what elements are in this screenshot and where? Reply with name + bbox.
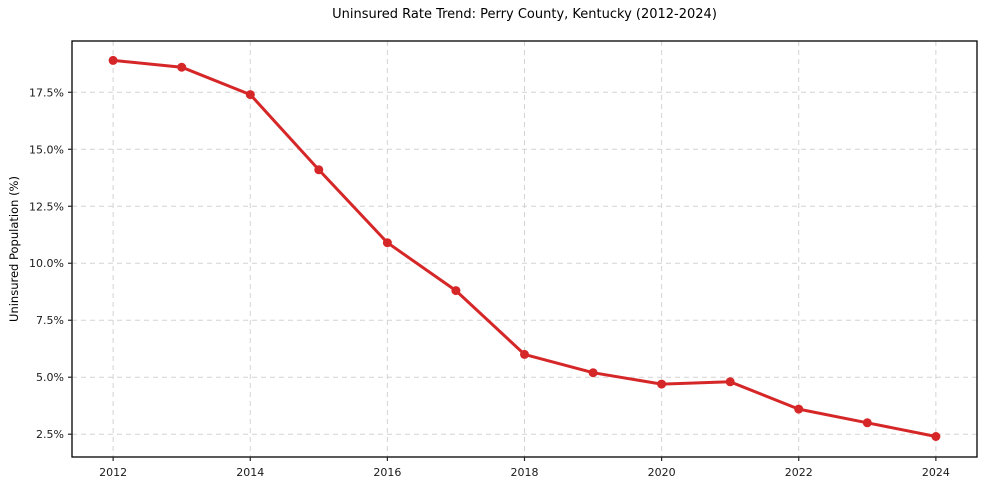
y-tick-label: 17.5% bbox=[29, 86, 64, 99]
chart-title: Uninsured Rate Trend: Perry County, Kent… bbox=[332, 7, 717, 22]
data-point bbox=[520, 349, 529, 359]
data-point bbox=[588, 368, 598, 378]
data-point bbox=[451, 286, 461, 296]
y-tick-label: 5.0% bbox=[36, 371, 64, 384]
y-tick-label: 15.0% bbox=[29, 143, 64, 156]
x-tick-label: 2014 bbox=[236, 466, 264, 479]
x-tick-label: 2012 bbox=[99, 466, 127, 479]
data-point bbox=[862, 418, 872, 428]
data-point bbox=[177, 62, 187, 72]
data-point bbox=[725, 377, 735, 387]
data-point bbox=[382, 238, 392, 248]
x-tick-label: 2024 bbox=[922, 466, 950, 479]
x-tick-label: 2022 bbox=[785, 466, 813, 479]
y-tick-label: 12.5% bbox=[29, 200, 64, 213]
data-point bbox=[314, 165, 324, 175]
data-point bbox=[931, 432, 941, 441]
y-tick-label: 2.5% bbox=[36, 428, 64, 441]
y-axis-label: Uninsured Population (%) bbox=[7, 176, 21, 322]
data-point bbox=[108, 55, 118, 65]
data-point bbox=[245, 90, 255, 100]
y-tick-label: 7.5% bbox=[36, 314, 64, 327]
x-tick-label: 2020 bbox=[648, 466, 676, 479]
data-point bbox=[657, 379, 667, 389]
data-point bbox=[794, 404, 804, 414]
x-tick-label: 2018 bbox=[511, 466, 539, 479]
x-tick-label: 2016 bbox=[373, 466, 401, 479]
y-tick-label: 10.0% bbox=[29, 257, 64, 270]
